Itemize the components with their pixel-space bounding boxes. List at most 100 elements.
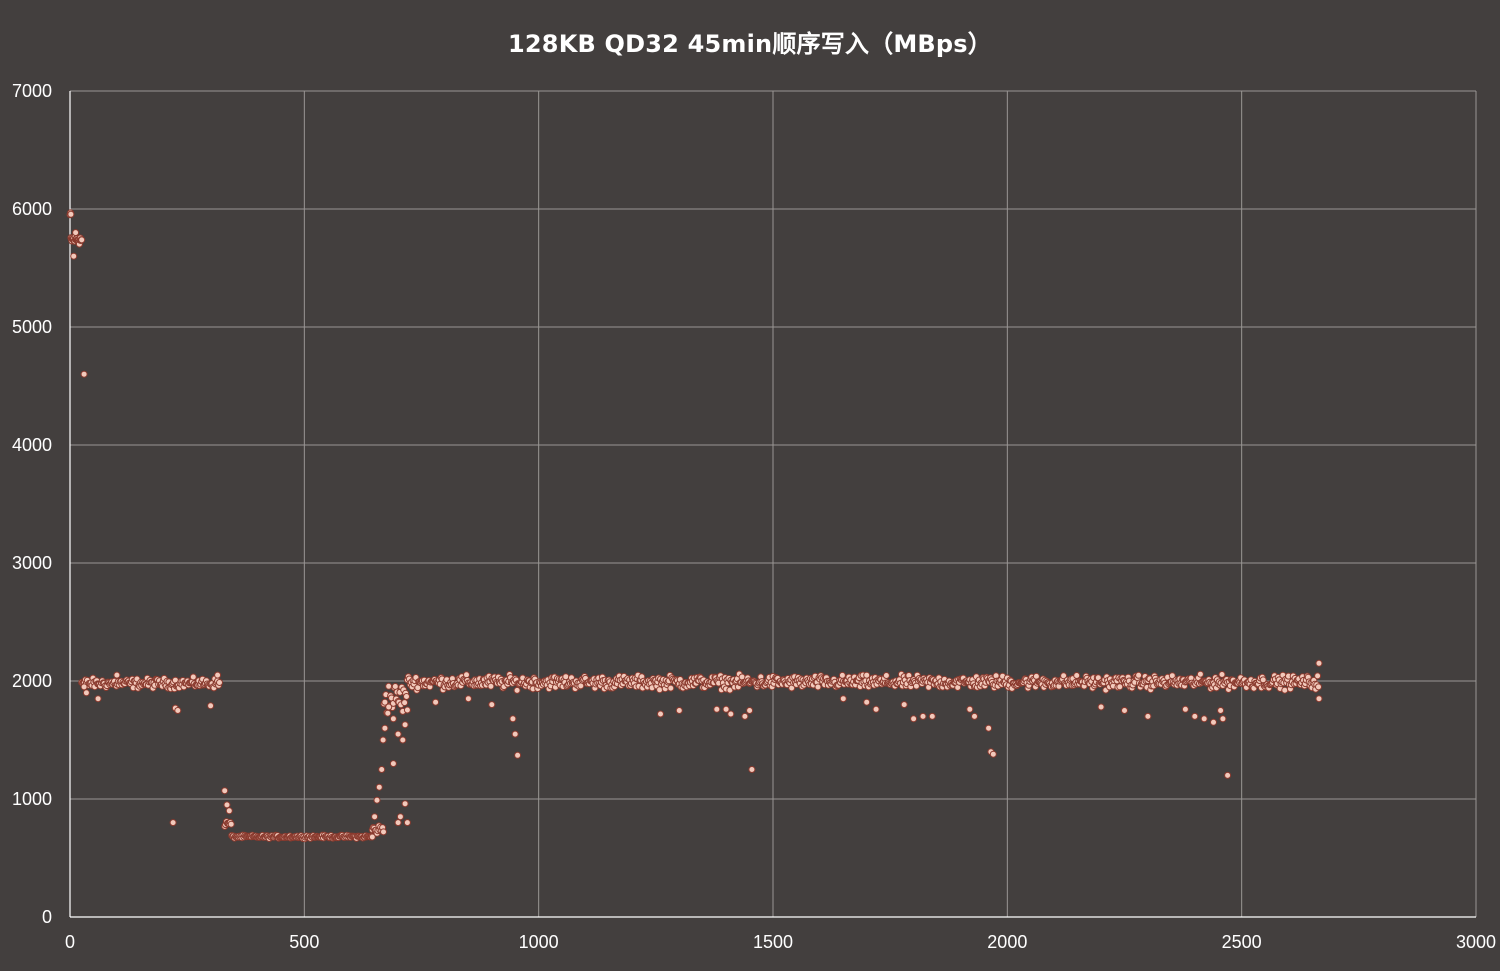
data-point [80, 683, 88, 691]
x-tick-label: 1500 [753, 932, 793, 952]
data-point [389, 715, 397, 723]
y-tick-label: 0 [42, 907, 52, 927]
data-point [1315, 695, 1323, 703]
data-point [838, 671, 846, 679]
data-point [966, 705, 974, 713]
data-point [1210, 718, 1217, 726]
y-tick-label: 3000 [12, 553, 52, 573]
data-point [1116, 683, 1124, 691]
y-tick-label: 1000 [12, 789, 52, 809]
data-point [1224, 771, 1232, 779]
data-point [78, 236, 86, 244]
data-point [971, 712, 978, 720]
y-tick-label: 7000 [12, 81, 52, 101]
grid-layer [69, 90, 1477, 918]
data-point [656, 686, 664, 694]
data-point [385, 682, 393, 690]
data-point [675, 707, 683, 714]
data-point [1060, 672, 1068, 680]
data-point [1144, 712, 1152, 720]
data-point [67, 210, 75, 218]
data-point [378, 766, 386, 773]
data-point [464, 695, 472, 703]
data-point [1217, 707, 1225, 714]
data-point [872, 705, 880, 713]
data-point [207, 702, 215, 710]
data-point [463, 671, 470, 679]
data-point [727, 710, 735, 718]
data-point [910, 715, 918, 723]
data-point [82, 689, 90, 697]
axis-layer [69, 91, 1476, 918]
data-point [399, 736, 407, 744]
data-point [989, 750, 997, 758]
data-point [863, 698, 871, 706]
data-point [488, 701, 496, 709]
data-point [394, 819, 402, 827]
data-point [1200, 715, 1208, 723]
data-point [70, 252, 78, 260]
data-point [368, 833, 376, 841]
data-point [384, 709, 392, 717]
data-point [741, 712, 749, 720]
data-point [189, 673, 197, 681]
data-point [225, 807, 233, 815]
data-point [1315, 659, 1323, 667]
data-point [113, 671, 121, 679]
data-point [514, 751, 522, 759]
data-point [882, 672, 890, 679]
data-point [80, 370, 88, 378]
data-point [1281, 686, 1289, 694]
y-tick-label: 6000 [12, 199, 52, 219]
data-point [214, 671, 222, 679]
data-point [394, 730, 402, 738]
x-tick-label: 0 [65, 932, 75, 952]
data-point [511, 730, 519, 738]
data-point [513, 686, 521, 694]
data-point [1168, 672, 1176, 680]
data-point [985, 724, 993, 732]
data-point [1097, 703, 1105, 711]
data-point [863, 671, 871, 679]
x-tick-label: 3000 [1456, 932, 1496, 952]
data-point [396, 813, 404, 821]
y-tick-label: 4000 [12, 435, 52, 455]
data-point [401, 721, 409, 729]
data-point [403, 693, 410, 700]
data-point [216, 679, 223, 686]
data-point [919, 712, 927, 720]
data-point [928, 712, 936, 720]
data-point [381, 698, 389, 706]
data-point [667, 684, 675, 692]
data-point [746, 707, 754, 714]
data-point [223, 801, 231, 809]
data-point [1315, 683, 1322, 691]
points-layer [66, 209, 1323, 843]
ticks-layer: 0 1000 2000 3000 4000 5000 6000 7000 0 500 1000 150… [12, 81, 1496, 952]
data-point [403, 706, 411, 714]
data-point [1135, 671, 1143, 679]
x-tick-label: 2000 [987, 932, 1027, 952]
data-point [814, 683, 822, 691]
data-point [722, 705, 730, 713]
data-point [1196, 670, 1204, 678]
data-point [174, 707, 182, 714]
data-point [94, 695, 102, 703]
data-point [432, 698, 440, 706]
data-point [72, 229, 80, 237]
data-point [657, 710, 664, 718]
y-tick-label: 2000 [12, 671, 52, 691]
data-point [1218, 671, 1226, 678]
data-point [1314, 672, 1322, 680]
data-point [380, 828, 387, 836]
data-point [389, 760, 397, 768]
data-point [1181, 705, 1189, 713]
data-point [401, 800, 409, 808]
chart-title: 128KB QD32 45min顺序写入（MBps） [508, 30, 992, 58]
data-point [509, 715, 517, 723]
data-point [1121, 707, 1128, 714]
data-point [487, 682, 495, 690]
data-point [169, 819, 177, 827]
